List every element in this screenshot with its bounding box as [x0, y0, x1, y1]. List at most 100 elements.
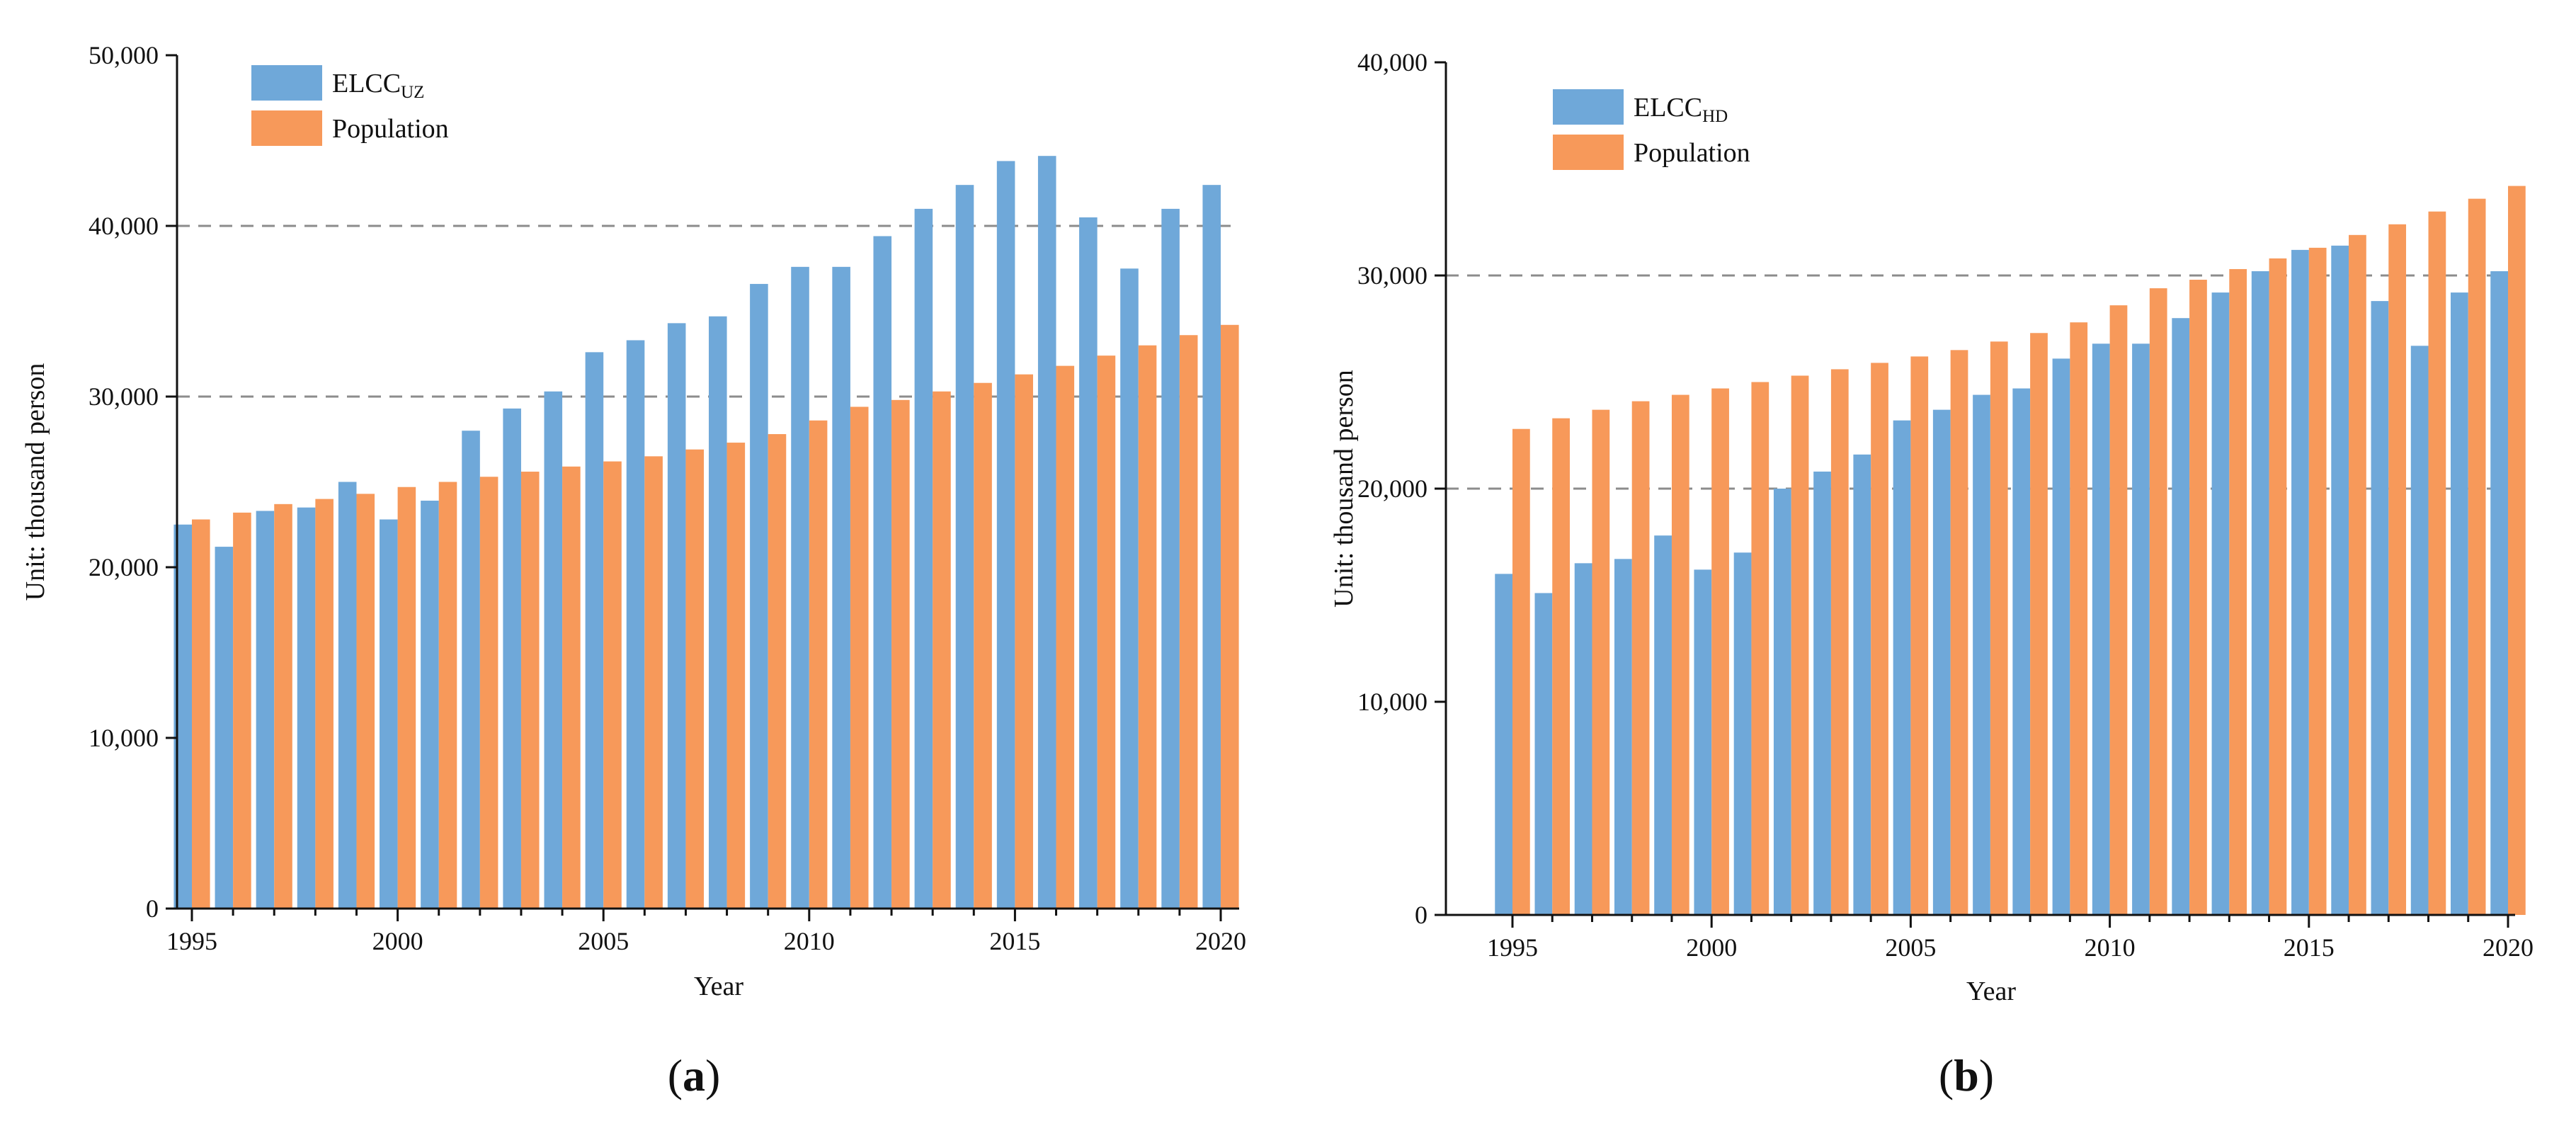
chart0-legend-swatch	[251, 65, 322, 101]
chart1-bar-population-2011	[2149, 288, 2167, 915]
chart0-bar-population-2004	[562, 466, 581, 909]
chart1-legend-label: Population	[1634, 138, 1750, 168]
chart0-bar-elccuz-2001	[421, 501, 439, 909]
chart1-bar-population-2017	[2388, 224, 2407, 915]
chart1-legend-label: ELCCHD	[1634, 93, 1728, 126]
chart0-panel-label-part: a	[683, 1050, 705, 1100]
chart0-legend-swatch	[251, 110, 322, 146]
chart0-bar-population-2003	[520, 472, 540, 909]
chart0-bar-population-2007	[685, 449, 705, 909]
chart1-bar-population-2010	[2109, 305, 2128, 915]
chart1-bar-elcchd-1998	[1614, 559, 1632, 915]
chart0-x-tick-label: 2015	[989, 927, 1040, 955]
chart1-x-tick-label: 1995	[1487, 933, 1538, 962]
chart1-bar-elcchd-2001	[1733, 552, 1752, 915]
chart0-bar-population-2011	[850, 406, 869, 909]
chart1-bar-population-2004	[1871, 363, 1888, 915]
chart1-bar-population-2014	[2269, 258, 2287, 915]
chart1-bar-elcchd-2020	[2490, 271, 2508, 916]
chart1-bar-population-2019	[2468, 198, 2486, 915]
chart1-bar-elcchd-2015	[2291, 249, 2309, 915]
chart0-bar-elccuz-2010	[791, 266, 809, 909]
chart0-legend-label: Population	[332, 114, 449, 144]
chart0-x-tick-label: 2020	[1195, 927, 1246, 955]
chart0-bar-population-2001	[438, 482, 457, 909]
chart1-bar-population-2007	[1990, 341, 2008, 915]
chart1-bar-elcchd-2010	[2092, 343, 2110, 915]
chart1-legend-swatch	[1553, 89, 1624, 125]
chart1-bar-elcchd-2007	[1973, 394, 1990, 915]
chart1-bar-elcchd-2003	[1813, 471, 1831, 915]
chart0-bar-population-2014	[974, 382, 992, 909]
chart0-bar-population-2015	[1015, 374, 1033, 909]
chart1-y-tick-label: 40,000	[1357, 48, 1427, 76]
chart0-x-tick-label: 2010	[784, 927, 835, 955]
chart1-bar-elcchd-2006	[1932, 409, 1951, 915]
chart1-bar-elcchd-1996	[1534, 593, 1553, 915]
chart0-panel-label: (a)	[668, 1050, 721, 1100]
chart0-bar-elccuz-2019	[1161, 208, 1180, 909]
chart1-bar-elcchd-2009	[2052, 358, 2070, 915]
chart1-x-tick-label: 2000	[1686, 933, 1737, 962]
chart0-y-tick-label: 0	[146, 894, 159, 923]
chart0-bar-elccuz-2000	[380, 519, 398, 909]
chart0-x-tick-label: 2000	[372, 927, 423, 955]
chart0-y-tick-label: 10,000	[89, 724, 159, 752]
chart1-bar-elcchd-1997	[1574, 563, 1592, 915]
chart0-bar-population-2017	[1097, 355, 1116, 909]
chart1-panel-label-part: )	[1979, 1050, 1994, 1100]
chart1-y-tick-label: 30,000	[1357, 261, 1427, 290]
chart1-x-tick-label: 2010	[2085, 933, 2136, 962]
chart1-bar-population-2018	[2428, 211, 2446, 915]
chart1-x-tick-label: 2005	[1885, 933, 1936, 962]
chart1-bar-population-2016	[2349, 234, 2366, 915]
chart0-bar-elccuz-2006	[626, 340, 645, 909]
chart1-bar-population-2013	[2229, 268, 2247, 916]
chart0-bar-elccuz-2018	[1120, 268, 1139, 909]
chart1-legend-swatch	[1553, 135, 1624, 170]
chart0-panel-label-part: )	[705, 1050, 720, 1100]
chart1-x-tick-label: 2020	[2483, 933, 2534, 962]
chart0-bar-elccuz-2012	[873, 236, 892, 909]
chart0-bar-elccuz-2014	[955, 185, 974, 909]
chart1-bar-population-2020	[2508, 186, 2526, 916]
chart0-bar-elccuz-1996	[215, 547, 234, 909]
chart1-bar-elcchd-2014	[2251, 271, 2269, 916]
chart0-y-tick-label: 50,000	[89, 41, 159, 69]
chart1-bar-elcchd-2016	[2331, 245, 2349, 915]
chart1-bar-population-1999	[1671, 394, 1689, 915]
chart0-bar-population-2002	[479, 477, 498, 909]
chart1-bar-population-2015	[2308, 247, 2327, 915]
chart0-y-tick-label: 40,000	[89, 212, 159, 240]
chart0-bar-elccuz-2009	[750, 283, 768, 909]
chart1-bar-elcchd-2000	[1694, 569, 1712, 915]
chart0-bar-population-2005	[603, 461, 622, 909]
chart0-bar-population-2006	[644, 456, 663, 909]
chart0-x-axis-title: Year	[694, 972, 743, 1001]
chart0-bar-population-1996	[233, 512, 251, 909]
chart1-bar-population-2006	[1950, 350, 1968, 916]
chart1-panel-label: (b)	[1939, 1050, 1994, 1100]
chart0-bar-elccuz-1997	[256, 511, 275, 909]
chart1-bar-population-1995	[1512, 428, 1530, 915]
chart0-bar-elccuz-2015	[996, 161, 1015, 909]
chart0-bar-population-2013	[933, 391, 951, 909]
chart0-y-axis-title: Unit: thousand person	[21, 363, 50, 601]
chart1-bar-elcchd-2017	[2371, 301, 2389, 915]
chart1-bar-population-2001	[1751, 382, 1769, 915]
chart1-bar-elcchd-2012	[2172, 318, 2190, 915]
chart0-bar-elccuz-2008	[708, 316, 727, 909]
chart1-panel-label-part: (	[1939, 1050, 1954, 1100]
chart1-bar-elcchd-2013	[2211, 292, 2230, 916]
chart1-bar-elcchd-2011	[2132, 343, 2150, 915]
chart0-bar-elccuz-2005	[585, 352, 604, 909]
chart0-bar-elccuz-1998	[297, 507, 316, 909]
chart0-bar-elccuz-2007	[667, 323, 686, 909]
chart0-bar-population-2008	[726, 443, 746, 909]
chart1-y-tick-label: 0	[1415, 901, 1427, 929]
chart0-bar-elccuz-2002	[462, 431, 480, 909]
chart1-bar-elcchd-2019	[2451, 292, 2468, 916]
chart0-legend-label: ELCCUZ	[332, 69, 424, 102]
chart1-bar-elcchd-1995	[1495, 574, 1512, 915]
